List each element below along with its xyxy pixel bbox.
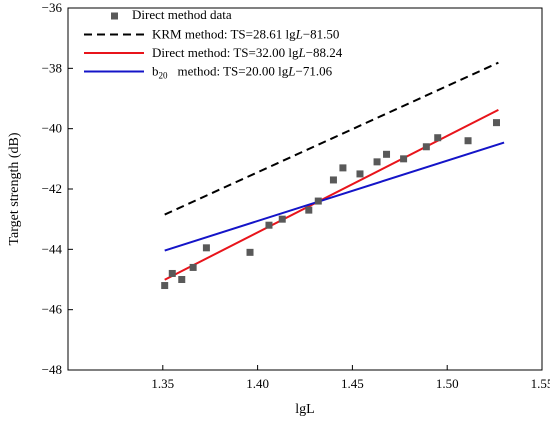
data-point: [265, 221, 273, 229]
data-point: [434, 134, 442, 142]
fit-line-3: [164, 141, 505, 252]
data-point: [202, 244, 210, 252]
legend: Direct method data KRM method: TS=28.61 l…: [84, 7, 343, 81]
data-point: [278, 215, 286, 223]
legend-marker: [111, 12, 118, 20]
data-point: [305, 206, 313, 214]
fit-line-2: [164, 108, 499, 281]
data-point: [329, 176, 337, 184]
data-point: [161, 282, 169, 290]
plot-frame: [67, 7, 543, 371]
data-point: [168, 269, 176, 277]
data-point: [383, 150, 391, 158]
x-tick-label: 1.45: [341, 376, 364, 391]
x-tick-label: 1.50: [436, 376, 459, 391]
data-point: [400, 155, 408, 163]
data-point: [422, 143, 430, 151]
fit-line-1: [164, 61, 499, 216]
data-point: [178, 276, 186, 283]
data-point: [246, 248, 254, 256]
legend-label: Direct method data: [132, 7, 232, 22]
y-tick-label: −48: [42, 362, 62, 377]
y-axis-title: Target strength (dB): [7, 132, 22, 245]
y-tick-label: −36: [42, 0, 63, 15]
x-axis-title: lgL: [295, 402, 314, 417]
data-point: [314, 197, 322, 205]
legend-label: Direct method: TS=32.00 lgL−88.24: [152, 45, 343, 60]
y-tick-label: −44: [42, 241, 63, 256]
y-tick-label: −38: [42, 60, 62, 75]
data-point: [189, 263, 197, 271]
x-tick-label: 1.40: [246, 376, 269, 391]
x-tick-label: 1.35: [151, 376, 174, 391]
x-tick-label: 1.55: [531, 376, 550, 391]
data-point: [339, 164, 347, 172]
data-point: [492, 119, 500, 127]
legend-label: b20 method: TS=20.00 lgL−71.06: [152, 64, 333, 81]
y-tick-label: −40: [42, 121, 62, 136]
y-tick-label: −42: [42, 181, 62, 196]
y-tick-label: −46: [42, 302, 63, 317]
axis-ticks: 1.35 1.40 1.45 1.50 1.55 −36 −38 −40 −42 −44 −46 −4…: [42, 0, 550, 391]
data-point: [464, 137, 472, 145]
legend-label: KRM method: TS=28.61 lgL−81.50: [152, 27, 339, 42]
scatter-points: [161, 119, 500, 290]
data-point: [356, 170, 364, 178]
data-point: [373, 158, 381, 166]
fit-lines: [164, 61, 505, 281]
